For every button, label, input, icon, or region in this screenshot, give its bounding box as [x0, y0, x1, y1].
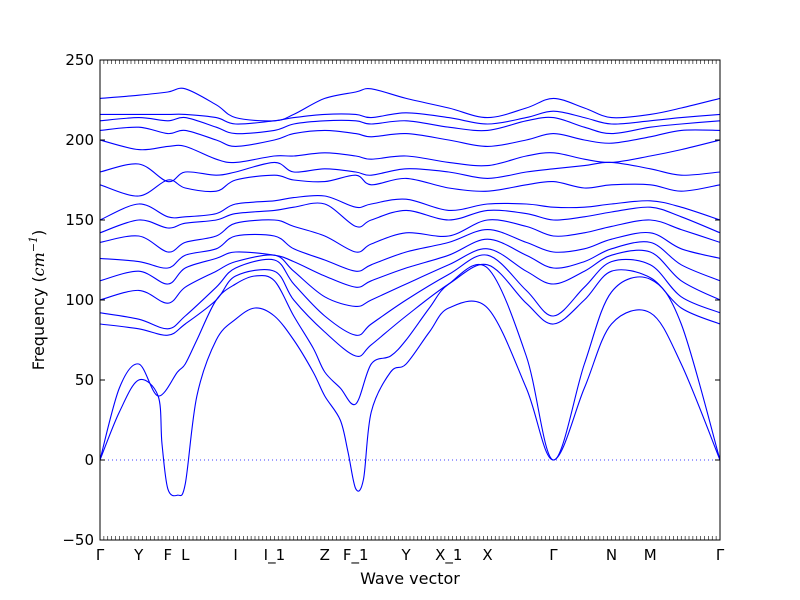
x-tick-label: Γ: [716, 546, 725, 564]
axes-frame: [99, 59, 721, 541]
y-tick-label: 50: [75, 371, 94, 389]
x-tick-label: N: [606, 546, 617, 564]
x-tick-label: Γ: [549, 546, 558, 564]
x-tick-label: F_1: [343, 546, 369, 565]
y-tick-label: 150: [65, 211, 94, 229]
y-tick-label: 0: [84, 451, 94, 469]
plot-area: [100, 87, 720, 497]
x-tick-label: X_1: [435, 546, 462, 565]
x-axis-label: Wave vector: [360, 569, 460, 588]
phonon-band-16: [100, 110, 720, 125]
x-axis-ticks: Γ Y F L I I_1 Z F_1 Y X_1 X Γ N M Γ: [96, 60, 725, 565]
y-tick-label: 250: [65, 51, 94, 69]
y-tick-label: 100: [65, 291, 94, 309]
phonon-band-11: [100, 174, 720, 197]
phonon-band-3: [100, 263, 720, 357]
phonon-band-10: [100, 194, 720, 221]
phonon-band-6: [100, 238, 720, 288]
x-tick-label: X: [482, 546, 492, 564]
phonon-band-7: [100, 229, 720, 272]
phonon-band-5: [100, 248, 720, 307]
phonon-band-14: [100, 126, 720, 147]
y-axis-ticks: −50 0 50 100 150 200 250: [62, 51, 720, 549]
y-tick-label: 200: [65, 131, 94, 149]
y-tick-label: −50: [62, 531, 94, 549]
x-tick-label: L: [181, 546, 190, 564]
x-tick-label: I: [233, 546, 237, 564]
x-tick-label: I_1: [264, 546, 285, 565]
x-tick-label: M: [644, 546, 657, 564]
phonon-band-8: [100, 219, 720, 253]
phonon-band-15: [100, 116, 720, 135]
x-tick-label: F: [163, 546, 172, 564]
x-tick-label: Γ: [96, 546, 105, 564]
phonon-band-4: [100, 254, 720, 336]
phonon-band-2: [100, 263, 720, 461]
phonon-band-9: [100, 202, 720, 234]
y-axis-label: Frequency (cm−1): [27, 230, 48, 371]
phonon-band-13: [100, 139, 720, 167]
x-tick-label: Y: [133, 546, 144, 564]
x-tick-label: Y: [401, 546, 412, 564]
phonon-band-17: [100, 87, 720, 122]
x-tick-label: Z: [320, 546, 330, 564]
phonon-band-1: [100, 300, 720, 497]
